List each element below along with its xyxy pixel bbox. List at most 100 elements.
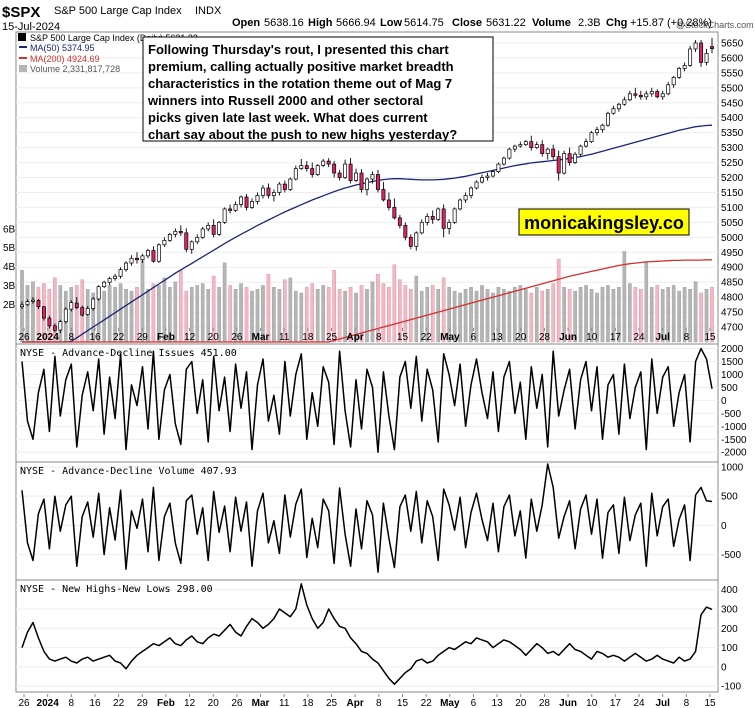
price-candle	[304, 161, 309, 172]
annotation-line-6: chart say about the push to new highs ye…	[148, 127, 457, 142]
x-axis-price-label: 12	[184, 332, 196, 343]
ad-volume-panel-frame	[15, 461, 719, 581]
candle-body	[638, 94, 643, 98]
volume-bar	[545, 289, 550, 343]
candle-body	[113, 275, 118, 279]
candle-body	[146, 250, 150, 257]
volume-bar	[463, 289, 468, 343]
candle-body	[184, 232, 189, 250]
price-candle	[20, 301, 24, 310]
volume-bar	[447, 287, 451, 343]
x-axis-price-label: 22	[421, 332, 433, 343]
x-axis-price-label: 8	[376, 332, 382, 343]
x-axis-bottom-label: Feb	[157, 698, 175, 708]
annotation-line-4: winners into Russell 2000 and other sect…	[147, 93, 423, 108]
index-name: S&P 500 Large Cap Index	[54, 5, 182, 17]
price-candle	[611, 105, 616, 115]
x-axis-price-label: 29	[137, 332, 149, 343]
price-candle	[496, 162, 501, 174]
candle-body	[491, 171, 495, 177]
candle-body	[178, 231, 183, 234]
volume-bar	[200, 283, 205, 343]
x-axis-price-label: 17	[610, 332, 622, 343]
volume-bar	[179, 270, 183, 343]
volume-bar	[370, 281, 375, 343]
candle-body	[441, 208, 446, 229]
price-y-tick: 5400	[721, 113, 744, 124]
price-candle	[469, 186, 473, 199]
candle-body	[31, 299, 35, 302]
price-candle	[315, 164, 320, 177]
chart-date: 15-Jul-2024	[2, 21, 60, 33]
candle-body	[567, 153, 572, 163]
price-candle	[710, 37, 714, 54]
volume-bar	[409, 289, 413, 343]
volume-y-axis: 2B 3B 4B 5B 6B	[3, 224, 16, 310]
price-candle	[343, 159, 348, 180]
chg-value: +15.87 (+0.28%)	[630, 17, 712, 29]
volume-bar	[343, 290, 347, 343]
volume-bar	[649, 287, 654, 343]
price-candle	[381, 182, 386, 202]
candle-body	[376, 174, 380, 190]
price-candle	[63, 307, 68, 324]
price-candle	[282, 180, 287, 193]
volume-bar	[677, 290, 681, 343]
candle-body	[167, 233, 172, 241]
candle-body	[419, 222, 424, 234]
candle-body	[107, 278, 112, 283]
volume-bar	[387, 287, 391, 343]
x-axis-price-label: 8	[69, 332, 75, 343]
x-axis-bottom-label: Apr	[347, 698, 364, 708]
volume-bar	[348, 287, 353, 343]
price-candle	[326, 158, 331, 168]
candle-body	[627, 93, 632, 101]
price-y-tick: 5000	[721, 233, 744, 244]
ad-volume-y-tick: 500	[721, 492, 738, 503]
x-axis-bottom-label: 8	[376, 698, 382, 708]
volume-y-tick: 3B	[3, 281, 16, 292]
candle-body	[660, 93, 665, 98]
ad-issues-y-tick: 1000	[721, 370, 744, 381]
volume-bar	[222, 262, 227, 343]
price-candle	[386, 192, 391, 211]
volume-bar	[693, 281, 698, 343]
price-candle	[436, 207, 441, 221]
candle-body	[430, 216, 435, 220]
candle-body	[304, 165, 309, 169]
candle-body	[195, 236, 200, 243]
volume-bar	[655, 285, 660, 343]
price-candle	[47, 315, 52, 329]
watermark-text: monicakingsley.co	[524, 213, 684, 233]
price-y-tick: 5150	[721, 188, 744, 199]
price-y-tick: 4750	[721, 308, 744, 319]
price-candle	[699, 39, 703, 67]
price-candle	[523, 140, 528, 147]
price-candle	[277, 182, 282, 196]
candle-body	[392, 207, 397, 219]
x-axis-price-label: 26	[231, 332, 243, 343]
candle-body	[622, 99, 627, 105]
price-candle	[370, 171, 375, 184]
x-axis-bottom-label: 24	[633, 698, 645, 708]
price-candle	[244, 193, 249, 211]
price-candle	[480, 174, 484, 184]
candle-body	[501, 157, 506, 165]
price-candle	[666, 81, 671, 96]
candle-body	[315, 165, 320, 175]
volume-bar	[376, 273, 380, 343]
candle-body	[173, 231, 178, 235]
volume-bar	[337, 289, 342, 343]
price-y-tick: 5650	[721, 38, 744, 49]
price-candle	[655, 89, 660, 99]
price-candle	[452, 207, 457, 224]
price-candle	[540, 140, 545, 157]
price-candle	[167, 232, 172, 242]
volume-bar	[633, 287, 638, 343]
candle-body	[343, 163, 348, 178]
candle-body	[436, 208, 441, 220]
volume-bar	[151, 283, 156, 343]
price-candle	[189, 240, 194, 254]
annotation-box	[142, 36, 494, 142]
price-candle	[567, 147, 572, 166]
